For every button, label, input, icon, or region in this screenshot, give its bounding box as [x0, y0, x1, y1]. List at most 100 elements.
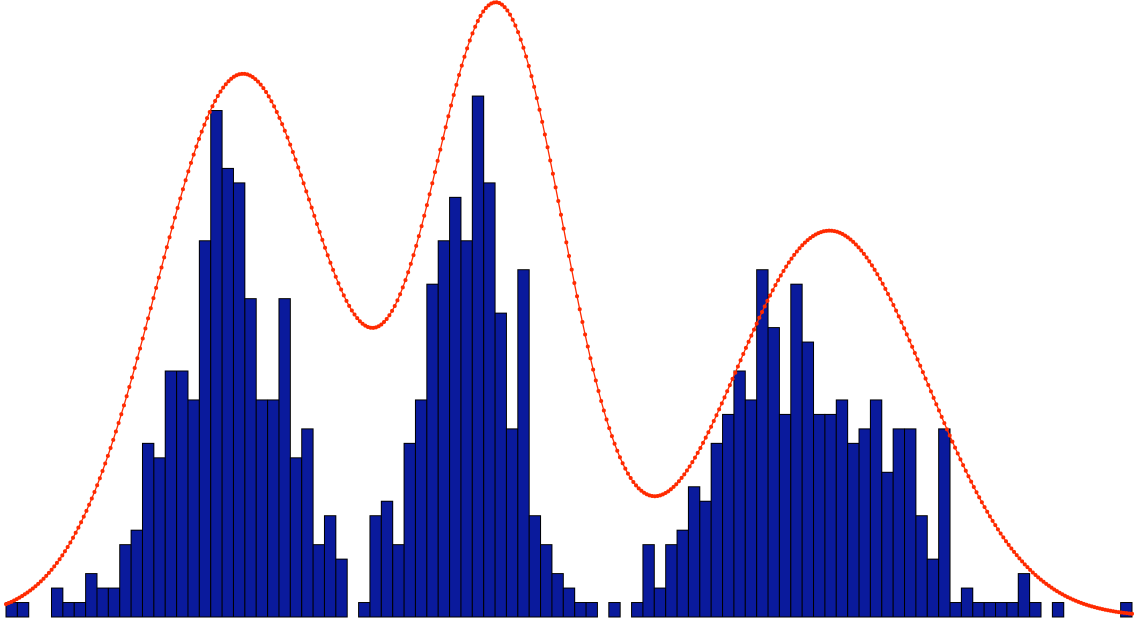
fit-point [81, 514, 86, 519]
fit-point [701, 440, 706, 445]
fit-point [591, 367, 596, 372]
fit-point [880, 281, 885, 286]
histogram-bar [551, 573, 564, 618]
fit-point [473, 24, 478, 29]
fit-point [301, 181, 306, 186]
fit-point [355, 316, 360, 321]
fit-point [950, 439, 955, 444]
fit-point [604, 417, 609, 422]
fit-point [130, 375, 134, 380]
fit-point [457, 73, 462, 78]
fit-point [443, 125, 448, 130]
fit-point [84, 508, 89, 513]
fit-point [695, 450, 700, 455]
fit-point [990, 518, 995, 523]
fit-point [738, 358, 743, 363]
fit-point [87, 502, 92, 507]
histogram-bar [301, 428, 314, 618]
fit-point [1033, 572, 1038, 577]
fit-point [762, 304, 767, 309]
histogram-bar [107, 587, 121, 618]
histogram-bar [119, 544, 132, 618]
fit-point [679, 475, 684, 480]
fit-point [1028, 567, 1033, 572]
fit-point [794, 249, 799, 254]
fit-point [293, 157, 298, 162]
fit-point [274, 109, 279, 114]
fit-point [698, 446, 703, 451]
fit-point [395, 298, 400, 303]
fit-point [454, 82, 459, 87]
fit-point [164, 245, 169, 250]
fit-point [403, 278, 408, 283]
fit-point [727, 383, 732, 388]
fit-point [352, 312, 357, 317]
fit-point [197, 136, 202, 141]
fit-point [966, 474, 971, 479]
histogram-bar [631, 602, 644, 618]
histogram-bar [904, 428, 917, 618]
fit-curve-markers [4, 0, 1134, 616]
fit-point [210, 104, 215, 109]
fit-point [918, 363, 923, 368]
fit-point [46, 570, 51, 575]
histogram-bar [414, 399, 428, 618]
fit-point [379, 322, 384, 327]
fit-point [451, 93, 456, 98]
fit-point [526, 64, 531, 69]
histogram-bar [801, 341, 815, 618]
histogram-bar [938, 428, 951, 618]
fit-point [1030, 570, 1035, 575]
histogram-bar [244, 298, 257, 618]
fit-point [172, 215, 177, 220]
fit-point [859, 248, 864, 253]
histogram-bar [449, 196, 462, 618]
fit-point [290, 150, 295, 155]
histogram-bar [972, 602, 985, 618]
fit-point [709, 424, 714, 429]
fit-point [113, 429, 118, 434]
fit-point [132, 365, 137, 370]
fit-point [923, 376, 928, 381]
fit-point [127, 384, 132, 389]
fit-point [256, 79, 261, 84]
fit-point [298, 173, 303, 178]
histogram-bar [483, 182, 496, 618]
fit-point [1025, 565, 1030, 570]
fit-point [312, 213, 317, 218]
histogram-bar [778, 413, 792, 618]
fit-point [848, 237, 853, 242]
fit-point [57, 557, 62, 562]
fit-point [864, 255, 869, 260]
histogram-bar [335, 558, 348, 618]
fit-point [931, 395, 936, 400]
fit-point [465, 46, 470, 51]
histogram-bar [608, 602, 621, 618]
fit-point [194, 144, 199, 149]
fit-point [288, 142, 293, 147]
fit-point [674, 482, 679, 487]
fit-point [751, 327, 756, 332]
histogram-bar [881, 471, 894, 618]
fit-point [612, 441, 617, 446]
fit-point [406, 270, 411, 275]
fit-point [743, 345, 748, 350]
fit-point [537, 107, 542, 112]
fit-point [805, 238, 810, 243]
fit-point [258, 82, 263, 87]
fit-point [54, 560, 59, 565]
fit-point [178, 196, 183, 201]
fit-point [1038, 577, 1043, 582]
fit-point [408, 261, 413, 266]
fit-point [387, 313, 392, 318]
fit-point [438, 147, 443, 152]
histogram-bar [824, 413, 837, 618]
fit-point [167, 235, 172, 240]
fit-point [41, 576, 46, 581]
fit-point [419, 224, 424, 229]
histogram-bar [528, 515, 542, 618]
histogram-bar [16, 602, 30, 618]
fit-point [323, 245, 328, 250]
fit-point [333, 274, 338, 279]
